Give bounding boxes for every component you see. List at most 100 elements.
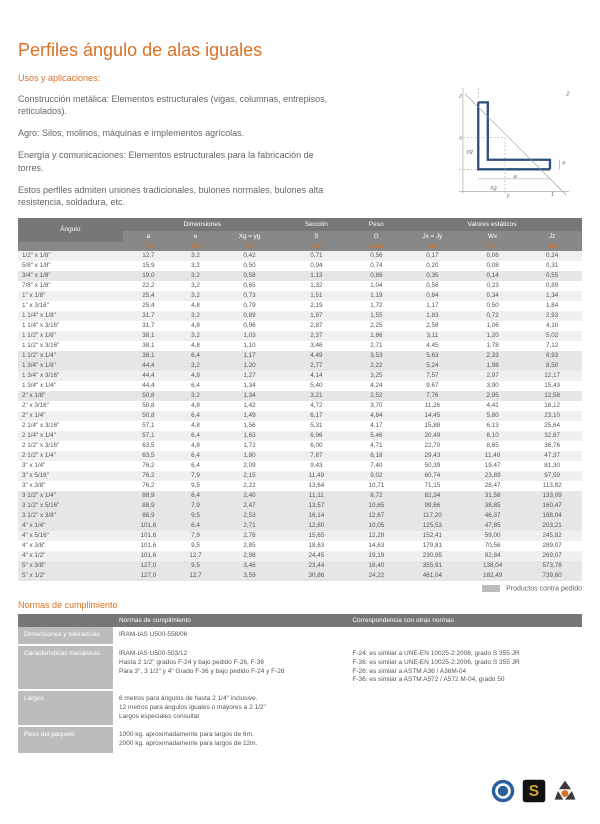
table-head: Ángulo Dimensiones Sección Peso Valores … xyxy=(18,218,582,251)
cell: 3 1/2" x 3/8" xyxy=(18,511,123,521)
cell: 2" x 3/16" xyxy=(18,401,123,411)
cell: 11,26 xyxy=(402,401,463,411)
cell: 2,22 xyxy=(351,361,402,371)
cell: 6,17 xyxy=(282,411,351,421)
cell: 0,96 xyxy=(217,321,282,331)
cell: 5" x 1/2" xyxy=(18,571,123,581)
table-row: 1 3/4" x 1/8"44,43,21,202,772,225,241,98… xyxy=(18,361,582,371)
table-row: 4" x 5/16"101,67,92,7815,6512,28152,4159… xyxy=(18,531,582,541)
table-row: 5/8" x 1/8"15,93,20,500,940,740,200,080,… xyxy=(18,261,582,271)
cell: 2 1/4" x 1/4" xyxy=(18,431,123,441)
cell: 0,50 xyxy=(217,261,282,271)
cell: 44,4 xyxy=(123,361,174,371)
cell: 2 1/2" x 3/16" xyxy=(18,441,123,451)
cell: 1 1/2" x 3/16" xyxy=(18,341,123,351)
norms-c1: IRAM-IAS U500-503/12 Hasta 2 1/2" grados… xyxy=(113,645,346,690)
cell: 113,82 xyxy=(522,481,582,491)
sub-h: Wx xyxy=(463,231,523,242)
cell: 12,17 xyxy=(522,371,582,381)
cell: 8,10 xyxy=(463,431,523,441)
cell: 3,25 xyxy=(351,371,402,381)
cell: 0,42 xyxy=(217,251,282,261)
cell: 1,84 xyxy=(522,301,582,311)
cell: 4,24 xyxy=(351,381,402,391)
cell: 50,8 xyxy=(123,391,174,401)
cell: 2,52 xyxy=(351,391,402,401)
svg-text:y: y xyxy=(506,193,511,198)
cell: 138,04 xyxy=(463,561,523,571)
cell: 101,6 xyxy=(123,521,174,531)
norms-row: Peso del paquete1000 kg. aproximadamente… xyxy=(18,726,582,753)
cell: 5,63 xyxy=(402,351,463,361)
norms-c2 xyxy=(346,726,582,753)
cell: 355,91 xyxy=(402,561,463,571)
table-row: 3" x 5/16"76,27,92,1511,499,0260,7423,89… xyxy=(18,471,582,481)
cell: 1,51 xyxy=(282,291,351,301)
cell: 5,80 xyxy=(463,411,523,421)
table-row: 2" x 3/16"50,84,81,424,723,7011,264,4118… xyxy=(18,401,582,411)
cell: 4,8 xyxy=(174,341,217,351)
cell: 1,06 xyxy=(463,321,523,331)
cell: 4,41 xyxy=(463,401,523,411)
cell: 9,02 xyxy=(351,471,402,481)
cell: 22,70 xyxy=(402,441,463,451)
cell: 50,8 xyxy=(123,401,174,411)
norms-label: Peso del paquete xyxy=(18,726,113,753)
cell: 4" x 3/8" xyxy=(18,541,123,551)
cell: 10,71 xyxy=(351,481,402,491)
table-row: 4" x 3/8"101,69,52,8518,6314,63179,8170,… xyxy=(18,541,582,551)
table-row: 1" x 1/8"25,43,20,731,511,190,840,341,34 xyxy=(18,291,582,301)
table-row: 1" x 3/16"25,44,80,792,191,721,170,501,8… xyxy=(18,301,582,311)
table-row: 3" x 1/4"76,26,42,099,437,4050,3919,4781… xyxy=(18,461,582,471)
page-title: Perfiles ángulo de alas iguales xyxy=(18,40,582,61)
cell: 152,41 xyxy=(402,531,463,541)
cell: 57,1 xyxy=(123,421,174,431)
cell: 19,19 xyxy=(351,551,402,561)
cell: 38,1 xyxy=(123,341,174,351)
cell: 245,82 xyxy=(522,531,582,541)
cert-badge-icon xyxy=(490,778,516,804)
cell: 101,6 xyxy=(123,551,174,561)
cell: 6,4 xyxy=(174,491,217,501)
cell: 1,20 xyxy=(217,361,282,371)
cell: 2,71 xyxy=(217,521,282,531)
recycle-icon xyxy=(552,778,578,804)
cell: 2,58 xyxy=(402,321,463,331)
cell: 12,80 xyxy=(282,521,351,531)
cell: 3,11 xyxy=(402,331,463,341)
cell: 0,24 xyxy=(522,251,582,261)
cell: 3,2 xyxy=(174,281,217,291)
cell: 1" x 1/8" xyxy=(18,291,123,301)
cell: 22,2 xyxy=(123,281,174,291)
unit: mm xyxy=(123,242,174,251)
cell: 1 3/4" x 1/4" xyxy=(18,381,123,391)
cell: 4" x 5/16" xyxy=(18,531,123,541)
cell: 14,45 xyxy=(402,411,463,421)
cell: 2,78 xyxy=(217,531,282,541)
cell: 6,4 xyxy=(174,521,217,531)
table-row: 3 1/2" x 5/16"88,97,92,4713,5710,6599,66… xyxy=(18,501,582,511)
table-body: 1/2" x 1/8"12,73,20,420,710,560,170,060,… xyxy=(18,251,582,581)
cell: 7/8" x 1/8" xyxy=(18,281,123,291)
profiles-table: Ángulo Dimensiones Sección Peso Valores … xyxy=(18,218,582,581)
cell: 5,40 xyxy=(282,381,351,391)
cell: 269,07 xyxy=(522,551,582,561)
unit: cm² xyxy=(282,242,351,251)
cell: 1,49 xyxy=(217,411,282,421)
cell: 24,45 xyxy=(282,551,351,561)
cell: 4,10 xyxy=(522,321,582,331)
cell: 1 1/2" x 1/4" xyxy=(18,351,123,361)
cell: 3,2 xyxy=(174,311,217,321)
cell: 3,46 xyxy=(217,561,282,571)
cell: 18,12 xyxy=(522,401,582,411)
cell: 7,57 xyxy=(402,371,463,381)
cell: 76,2 xyxy=(123,471,174,481)
svg-text:yg: yg xyxy=(466,149,474,155)
cell: 47,37 xyxy=(522,451,582,461)
norms-title: Normas de cumplimiento xyxy=(18,600,582,610)
legend-text: Productos contra pedido xyxy=(506,585,582,592)
cell: 11,49 xyxy=(463,451,523,461)
subtitle: Usos y aplicaciones: xyxy=(18,73,582,83)
cell: 6,4 xyxy=(174,411,217,421)
cell: 3,2 xyxy=(174,271,217,281)
